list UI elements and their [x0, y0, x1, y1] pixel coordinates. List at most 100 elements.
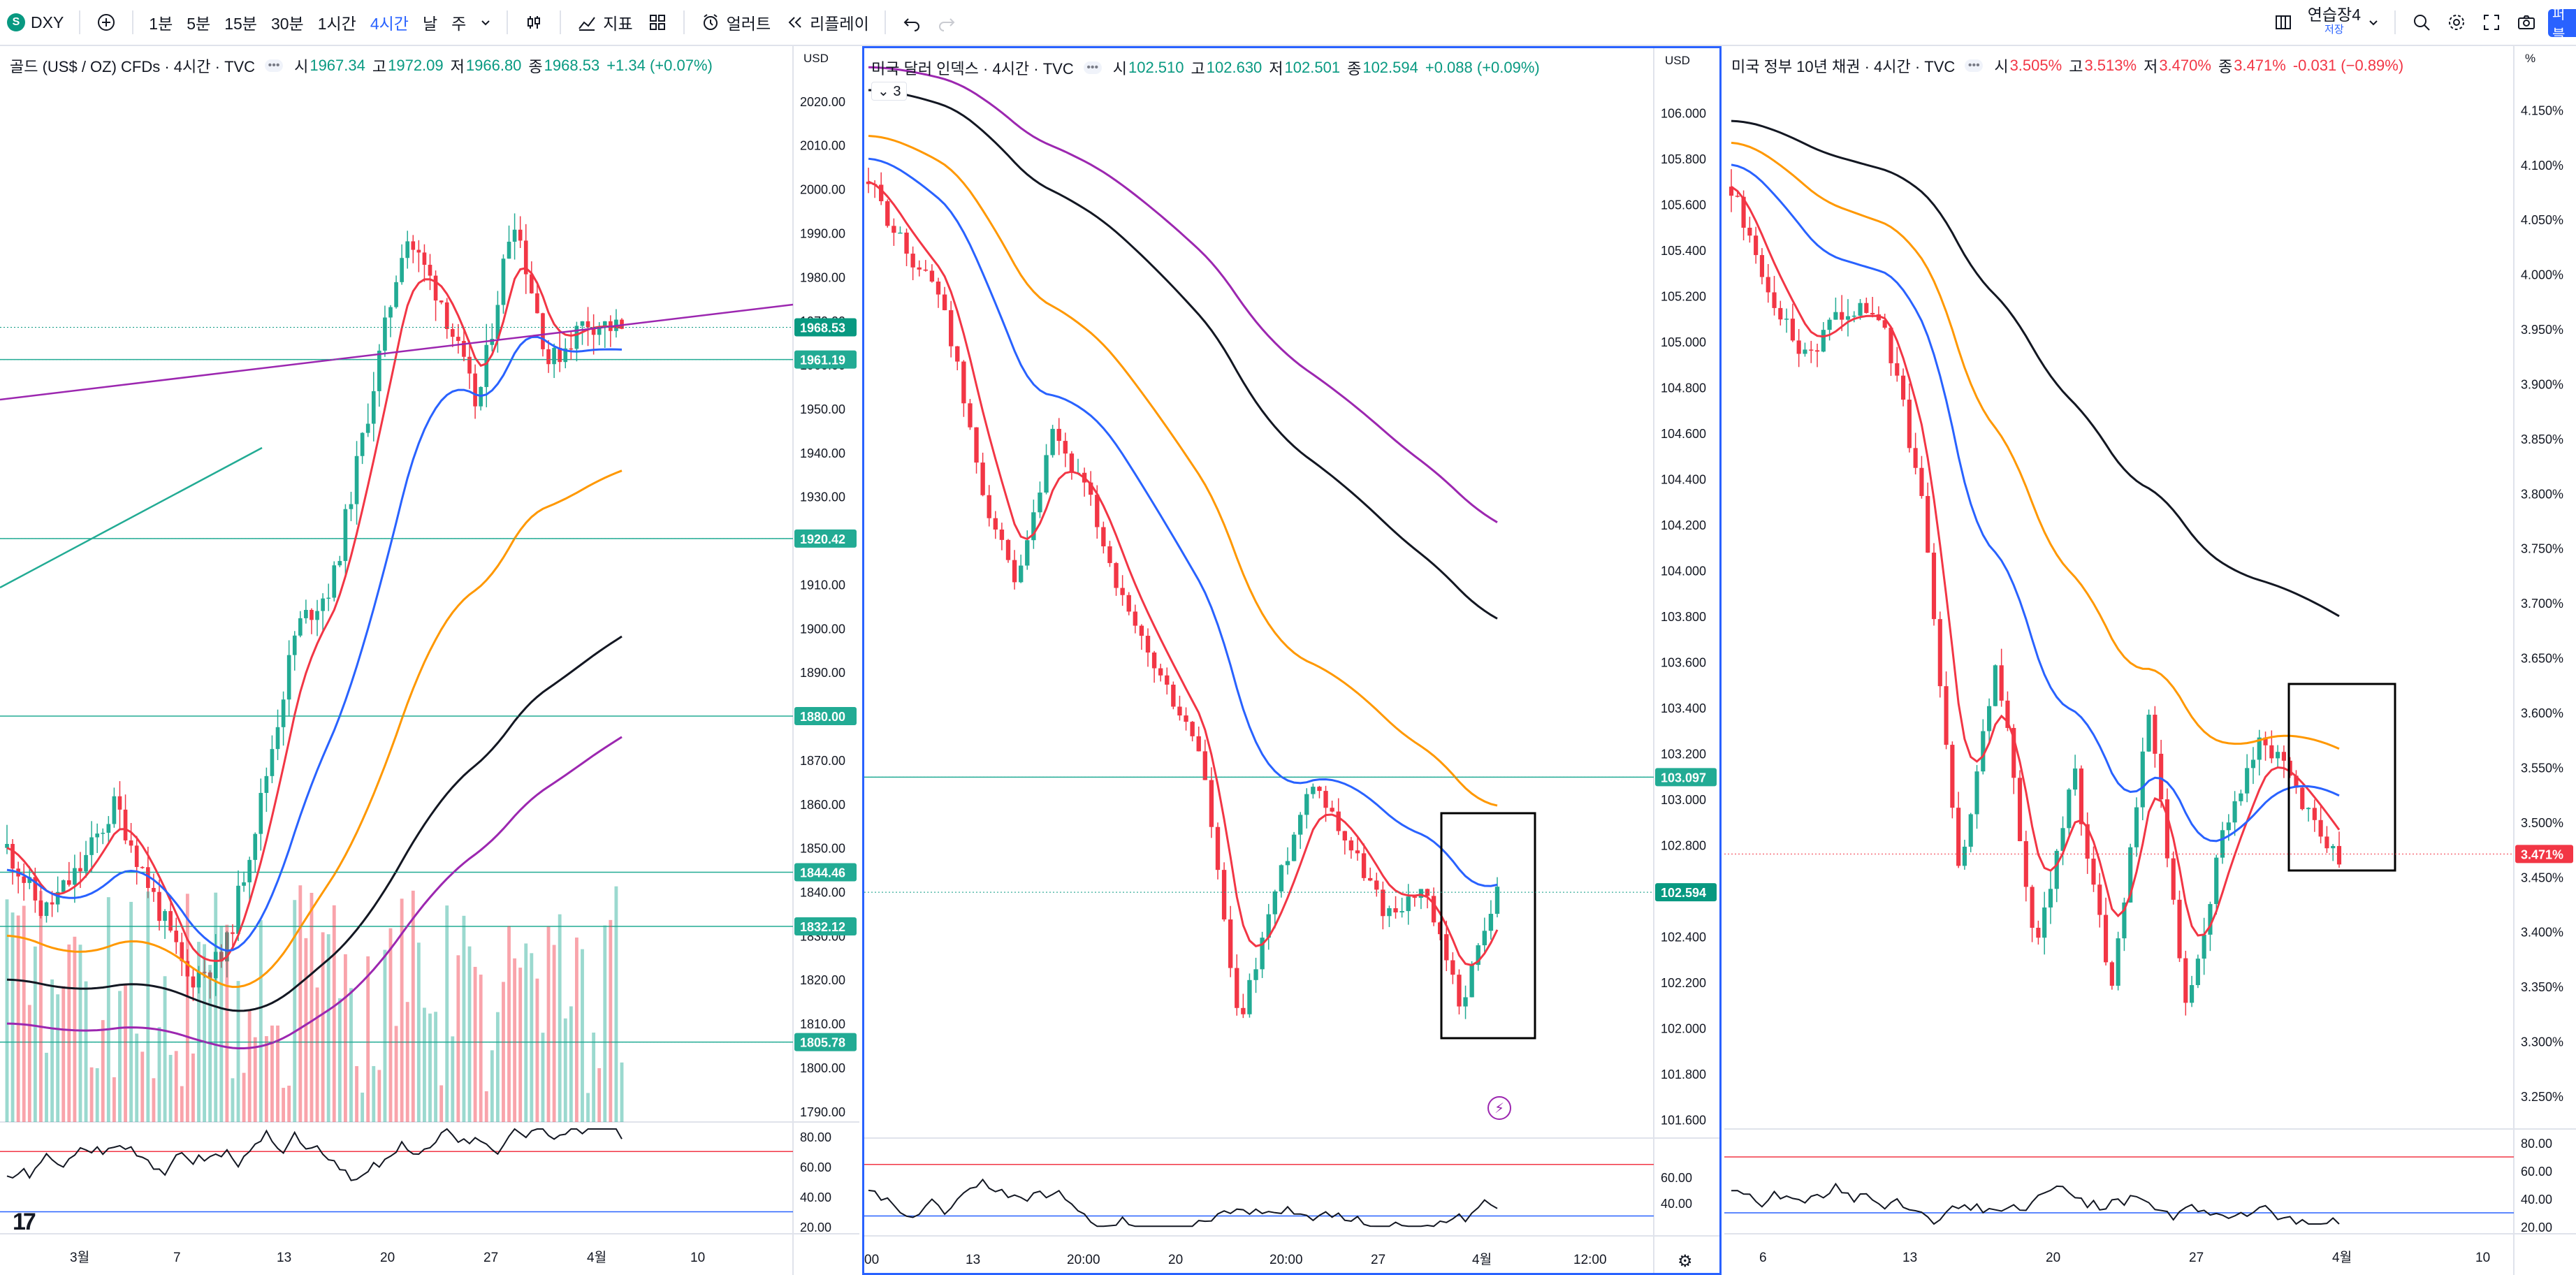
candle-body: [1311, 787, 1316, 794]
candle-body: [1882, 320, 1887, 328]
candle-body: [1031, 512, 1036, 541]
candle-body: [980, 462, 985, 495]
search-button[interactable]: [2404, 0, 2439, 45]
visibility-icon[interactable]: •••: [265, 59, 284, 72]
publish-button[interactable]: 퍼블: [2548, 7, 2576, 43]
candle-body: [2202, 934, 2206, 959]
layout-icon: [2275, 15, 2291, 29]
candle-body: [2103, 915, 2109, 963]
interval-1h[interactable]: 1시간: [317, 15, 356, 33]
visibility-icon[interactable]: •••: [1965, 59, 1984, 72]
gold-chart-canvas[interactable]: 2020.002010.002000.001990.001980.001970.…: [0, 46, 859, 1275]
candle-body: [247, 859, 252, 882]
candle-body: [281, 699, 286, 727]
volume-bar: [428, 1013, 432, 1122]
candle-body: [1993, 665, 1998, 706]
price-tick-label: 3.350%: [2521, 980, 2563, 994]
candle-body: [337, 560, 342, 566]
price-label-background: [794, 707, 857, 726]
dxy-chart-canvas[interactable]: 106.000 105.800 105.600 105.400 105.200 105.0…: [864, 48, 1719, 1273]
volume-bar: [597, 1068, 602, 1122]
screenshot-button[interactable]: [2509, 0, 2544, 45]
close-label: 종: [2218, 58, 2233, 75]
candle-body: [1235, 968, 1239, 1008]
redo-button[interactable]: [929, 0, 964, 45]
settings-button[interactable]: [2439, 0, 2474, 45]
volume-bar: [146, 891, 150, 1122]
candle-body: [1368, 877, 1373, 881]
symbol-search-button[interactable]: S DXY: [0, 0, 71, 45]
price-unit[interactable]: USD: [1665, 54, 1690, 67]
chart-pane-dxy[interactable]: 미국 달러 인덱스 · 4시간 · TVC ••• 시 102.510 고 102.…: [862, 46, 1722, 1275]
open-label: 시: [1112, 60, 1127, 78]
series-title[interactable]: 골드 (US$ / OZ) CFDs · 4시간 · TVC: [10, 58, 256, 75]
volume-bar: [298, 885, 303, 1122]
candle-body: [597, 327, 602, 335]
interval-4h[interactable]: 4시간: [370, 15, 409, 33]
candle-body: [993, 518, 998, 530]
change-value: +1.34 (+0.07%): [606, 57, 713, 74]
close-value: 3.471%: [2234, 57, 2286, 74]
candle-body: [354, 456, 359, 504]
candle-body: [518, 229, 523, 241]
candle-body: [213, 952, 218, 979]
tradingview-logo[interactable]: 17: [13, 1209, 36, 1235]
volume-bar: [16, 915, 20, 1122]
volume-bar: [541, 1033, 545, 1122]
interval-day[interactable]: 날: [422, 15, 438, 33]
volume-bar: [456, 955, 460, 1122]
gear-icon[interactable]: ⚙: [1678, 1252, 1693, 1271]
candle-body: [2079, 768, 2083, 824]
volume-bar: [445, 905, 449, 1122]
interval-5m[interactable]: 5분: [187, 15, 211, 33]
interval-dropdown-button[interactable]: [473, 0, 498, 45]
volume-bar: [361, 1092, 365, 1122]
interval-30m[interactable]: 30분: [270, 15, 304, 33]
replay-button[interactable]: 리플레이: [778, 0, 876, 45]
price-unit[interactable]: %: [2525, 52, 2536, 65]
candle-body: [2048, 889, 2053, 908]
undo-button[interactable]: [894, 0, 929, 45]
us10y-chart-canvas[interactable]: 4.150% 4.100% 4.050% 4.000% 3.950% 3.900% 3.85…: [1724, 46, 2576, 1275]
series-title[interactable]: 미국 달러 인덱스 · 4시간 · TVC: [871, 60, 1074, 78]
time-tick-label: 10: [690, 1251, 705, 1265]
templates-button[interactable]: [640, 0, 675, 45]
price-tick-label: 3.850%: [2521, 432, 2563, 446]
indicator-collapse-button[interactable]: ⌄ 3: [871, 82, 908, 101]
visibility-icon[interactable]: •••: [1083, 61, 1102, 74]
candle-body: [84, 854, 88, 872]
lightning-icon[interactable]: ⚡: [1487, 1096, 1511, 1120]
candle-body: [1987, 706, 1992, 731]
interval-week[interactable]: 주: [451, 15, 467, 33]
volume-bar: [84, 981, 88, 1122]
interval-15m[interactable]: 15분: [224, 15, 257, 33]
time-tick-label: 27: [483, 1251, 498, 1265]
indicators-button[interactable]: 지표: [569, 0, 639, 45]
price-tick-label: 4.150%: [2521, 103, 2563, 117]
candle-body: [936, 282, 941, 295]
price-tick-label: 104.200: [1661, 518, 1706, 532]
fullscreen-button[interactable]: [2474, 0, 2509, 45]
volume-bar: [270, 1025, 274, 1122]
alert-button[interactable]: 얼러트: [693, 0, 778, 45]
chart-type-button[interactable]: [516, 0, 551, 45]
series-title[interactable]: 미국 정부 10년 채권 · 4시간 · TVC: [1731, 58, 1956, 75]
interval-group: 1분 5분 15분 30분 1시간 4시간 날 주: [142, 0, 498, 45]
chart-pane-us10y[interactable]: 미국 정부 10년 채권 · 4시간 · TVC ••• 시 3.505% 고 3.…: [1724, 46, 2576, 1275]
interval-1m[interactable]: 1분: [149, 15, 173, 33]
workspace-button[interactable]: 연습장4 저장: [2301, 0, 2386, 45]
volume-bar: [546, 926, 551, 1122]
candle-body: [563, 348, 568, 363]
candle-body: [1285, 861, 1290, 866]
compare-add-button[interactable]: [89, 0, 124, 45]
chart-pane-gold[interactable]: 골드 (US$ / OZ) CFDs · 4시간 · TVC ••• 시 1967…: [0, 46, 859, 1275]
volume-bar: [5, 899, 9, 1122]
price-unit[interactable]: USD: [803, 52, 829, 65]
volume-bar: [451, 1036, 455, 1122]
candle-body: [231, 932, 235, 934]
candle-body: [1450, 960, 1455, 975]
candle-body: [2171, 858, 2176, 900]
candle-body: [512, 229, 517, 242]
layout-button[interactable]: [2266, 0, 2301, 45]
candle-body: [2054, 850, 2059, 889]
